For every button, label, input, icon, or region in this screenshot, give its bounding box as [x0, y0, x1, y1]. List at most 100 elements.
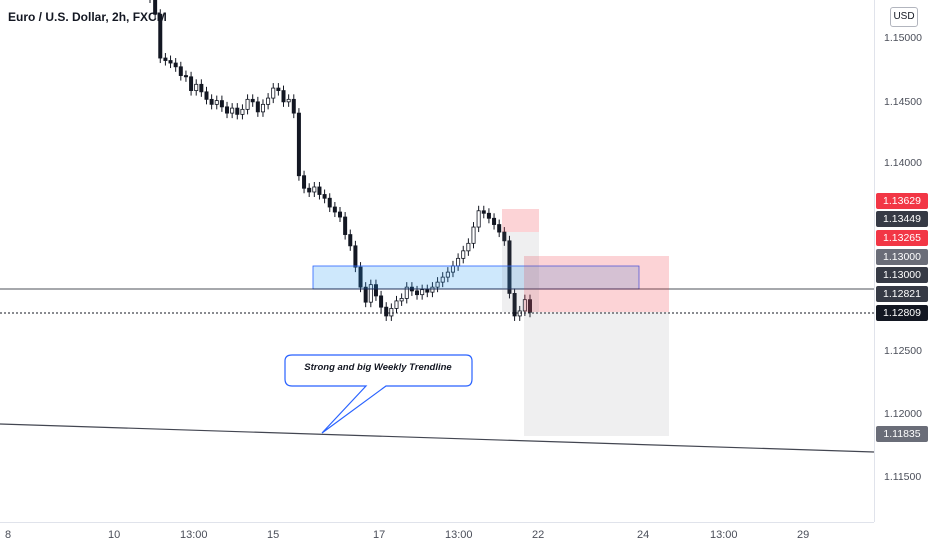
candle-body: [476, 210, 481, 228]
callout-bubble[interactable]: [284, 354, 473, 434]
time-label: 13:00: [445, 529, 473, 541]
candle-body: [260, 103, 265, 113]
candle-body: [312, 186, 317, 193]
candle-body: [255, 101, 260, 113]
candle-body: [507, 240, 512, 294]
candle-body: [209, 98, 214, 105]
candle-body: [497, 224, 502, 233]
candle-body: [486, 212, 491, 219]
candle-body: [322, 194, 327, 199]
small-target-zone[interactable]: [502, 232, 539, 312]
candle-body: [512, 293, 517, 317]
candle-body: [199, 83, 204, 93]
time-label: 13:00: [180, 529, 208, 541]
candle-body: [189, 76, 194, 91]
price-tick: 1.11500: [884, 471, 922, 483]
candle-body: [373, 284, 378, 297]
time-axis[interactable]: [0, 522, 874, 551]
candle-body: [404, 286, 409, 299]
time-label: 15: [267, 529, 280, 541]
candle-body: [435, 281, 440, 288]
candle-body: [466, 242, 471, 252]
candle-body: [163, 57, 168, 61]
candle-body: [158, 13, 163, 59]
price-tag: 1.13449: [876, 211, 928, 227]
callout-text: Strong and big Weekly Trendline: [304, 362, 452, 373]
price-tick: 1.15000: [884, 32, 922, 44]
candle-body: [394, 300, 399, 309]
candle-body: [219, 100, 224, 108]
price-tag: 1.12809: [876, 305, 928, 321]
candle-body: [368, 284, 373, 303]
candle-body: [348, 234, 353, 247]
price-tag: 1.13000: [876, 249, 928, 265]
candle-body: [332, 206, 337, 213]
candle-body: [266, 97, 271, 105]
short-position-target-zone[interactable]: [524, 312, 669, 436]
candle-body: [337, 211, 342, 218]
price-tag: 1.13629: [876, 193, 928, 209]
candle-body: [296, 112, 301, 177]
time-label: 10: [108, 529, 121, 541]
time-label: 24: [637, 529, 650, 541]
price-tick: 1.12500: [884, 345, 922, 357]
candle-body: [291, 98, 296, 114]
price-tag: 1.13265: [876, 230, 928, 246]
symbol-title: Euro / U.S. Dollar, 2h, FXCM: [8, 10, 167, 24]
price-tick: 1.12000: [884, 408, 922, 420]
candle-body: [430, 286, 435, 293]
candle-body: [353, 245, 358, 268]
short-position-stop-zone[interactable]: [524, 256, 669, 312]
candle-body: [281, 90, 286, 103]
candle-body: [481, 210, 486, 214]
candle-body: [214, 100, 219, 105]
candle-body: [471, 226, 476, 244]
candle-body: [445, 271, 450, 278]
candle-body: [379, 295, 384, 308]
price-tick: 1.14500: [884, 96, 922, 108]
candle-body: [302, 175, 307, 189]
candle-body: [425, 289, 430, 293]
price-tag: 1.13000: [876, 267, 928, 283]
candle-body: [528, 299, 533, 313]
candle-body: [440, 276, 445, 283]
price-tick: 1.14000: [884, 157, 922, 169]
candle-body: [343, 216, 348, 235]
chart-plot-area[interactable]: Euro / U.S. Dollar, 2h, FXCM Strong and …: [0, 0, 874, 522]
candle-body: [522, 299, 527, 312]
candle-body: [399, 298, 404, 302]
candle-body: [358, 266, 363, 288]
candle-body: [250, 98, 255, 103]
candle-body: [389, 308, 394, 317]
price-chart[interactable]: [0, 0, 874, 522]
candle-body: [235, 107, 240, 115]
time-label: 29: [797, 529, 810, 541]
weekly-trendline[interactable]: [0, 423, 874, 453]
candle-body: [240, 108, 245, 115]
price-tag: 1.11835: [876, 426, 928, 442]
candle-body: [173, 62, 178, 68]
candle-body: [194, 83, 199, 91]
price-tag: 1.12821: [876, 286, 928, 302]
currency-button[interactable]: USD: [890, 7, 918, 27]
candle-body: [461, 250, 466, 259]
candle-body: [204, 91, 209, 100]
candle-body: [276, 87, 281, 91]
candle-body: [456, 257, 461, 267]
candle-body: [286, 98, 291, 103]
candle-body: [502, 231, 507, 242]
candle-body: [271, 87, 276, 99]
small-stop-zone[interactable]: [502, 209, 539, 232]
candle-body: [317, 186, 322, 195]
candle-body: [168, 60, 173, 64]
time-label: 17: [373, 529, 386, 541]
candle-body: [230, 107, 235, 114]
candle-body: [415, 290, 420, 296]
candle-body: [384, 306, 389, 317]
candle-body: [492, 217, 497, 225]
time-label: 22: [532, 529, 545, 541]
candlesticks: [149, 0, 533, 321]
candle-body: [363, 286, 368, 303]
candle-body: [245, 98, 250, 110]
time-label: 13:00: [710, 529, 738, 541]
